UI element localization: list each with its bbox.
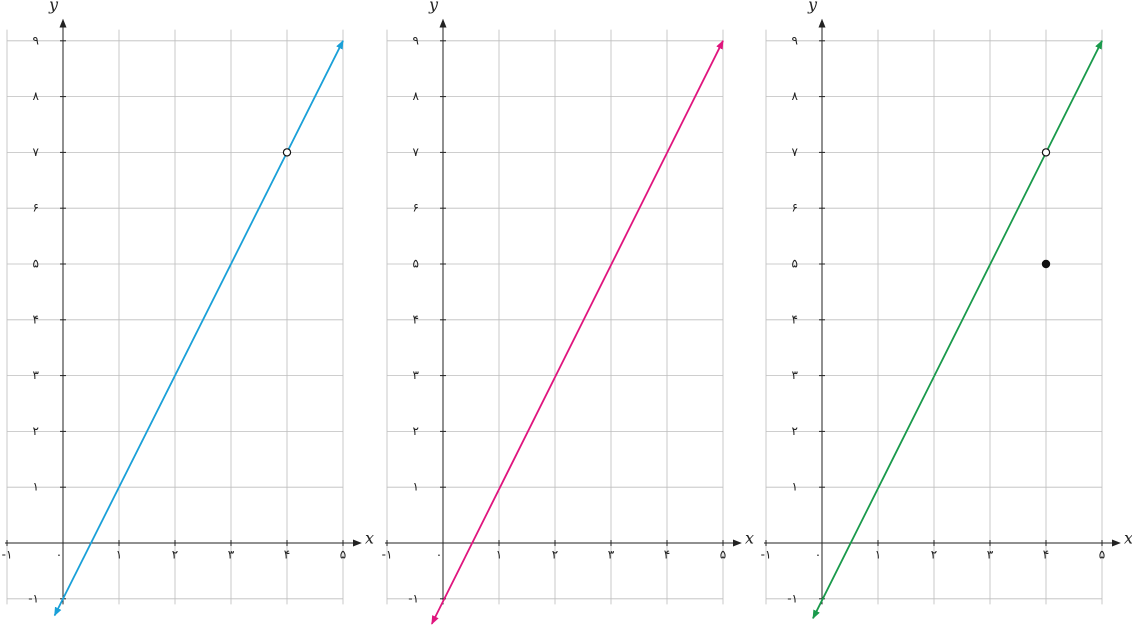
x-tick-label: ۵ (1099, 548, 1105, 562)
x-tick-label: ۴ (284, 548, 290, 562)
x-tick-label: ۵ (720, 548, 726, 562)
y-axis-label: y (807, 0, 818, 14)
x-tick-label: ۳ (987, 548, 994, 562)
filled-point (1041, 259, 1051, 269)
y-tick-label: ۶ (33, 201, 39, 215)
y-tick-label: ۱ (33, 480, 39, 494)
y-tick-label: ۴ (33, 312, 39, 326)
x-tick-label: ۰ (815, 548, 821, 562)
x-tick-label: ۳ (608, 548, 615, 562)
y-tick-label: ۵ (33, 257, 39, 271)
y-axis-label: y (48, 0, 59, 14)
x-tick-label: -۱ (2, 548, 13, 562)
x-tick-label: ۲ (172, 548, 178, 562)
x-tick-label: ۰ (436, 548, 442, 562)
y-tick-label: ۷ (792, 145, 799, 159)
y-tick-label: ۹ (792, 33, 798, 47)
y-axis-label: y (428, 0, 439, 14)
y-tick-label: ۵ (792, 257, 798, 271)
y-tick-label: ۸ (792, 89, 799, 103)
y-tick-label: -۱ (787, 591, 798, 605)
y-tick-label: ۱ (792, 480, 798, 494)
x-tick-label: -۱ (761, 548, 772, 562)
y-tick-label: ۴ (413, 312, 419, 326)
y-tick-label: ۷ (33, 145, 40, 159)
x-tick-label: ۲ (552, 548, 558, 562)
line (430, 39, 724, 625)
y-tick-label: -۱ (28, 591, 39, 605)
y-tick-label: ۲ (413, 424, 419, 438)
y-tick-label: ۲ (33, 424, 39, 438)
y-tick-label: ۹ (413, 33, 419, 47)
y-tick-label: ۹ (33, 33, 39, 47)
x-tick-label: ۴ (1043, 548, 1049, 562)
x-tick-label: ۵ (340, 548, 346, 562)
y-tick-label: ۶ (792, 201, 798, 215)
x-tick-label: ۳ (228, 548, 235, 562)
x-tick-label: -۱ (382, 548, 393, 562)
line (812, 39, 1103, 620)
x-tick-label: ۰ (56, 548, 62, 562)
y-tick-label: ۳ (413, 368, 420, 382)
x-axis-label: x (745, 529, 754, 548)
x-tick-label: ۱ (116, 548, 122, 562)
x-axis-label: x (1124, 529, 1132, 548)
y-tick-label: ۸ (413, 89, 420, 103)
x-tick-label: ۱ (875, 548, 881, 562)
y-tick-label: ۱ (413, 480, 419, 494)
x-tick-label: ۲ (931, 548, 937, 562)
y-tick-label: ۸ (33, 89, 40, 103)
y-tick-label: ۶ (413, 201, 419, 215)
y-tick-label: ۲ (792, 424, 798, 438)
y-tick-label: ۳ (792, 368, 799, 382)
y-tick-label: -۱ (408, 591, 419, 605)
x-tick-label: ۴ (664, 548, 670, 562)
y-tick-label: ۳ (33, 368, 40, 382)
y-tick-label: ۴ (792, 312, 798, 326)
open-point (1041, 148, 1051, 157)
x-tick-label: ۱ (496, 548, 502, 562)
open-point (282, 148, 292, 157)
y-tick-label: ۷ (413, 145, 420, 159)
x-axis-label: x (365, 529, 374, 548)
line (53, 39, 344, 617)
y-tick-label: ۵ (413, 257, 419, 271)
